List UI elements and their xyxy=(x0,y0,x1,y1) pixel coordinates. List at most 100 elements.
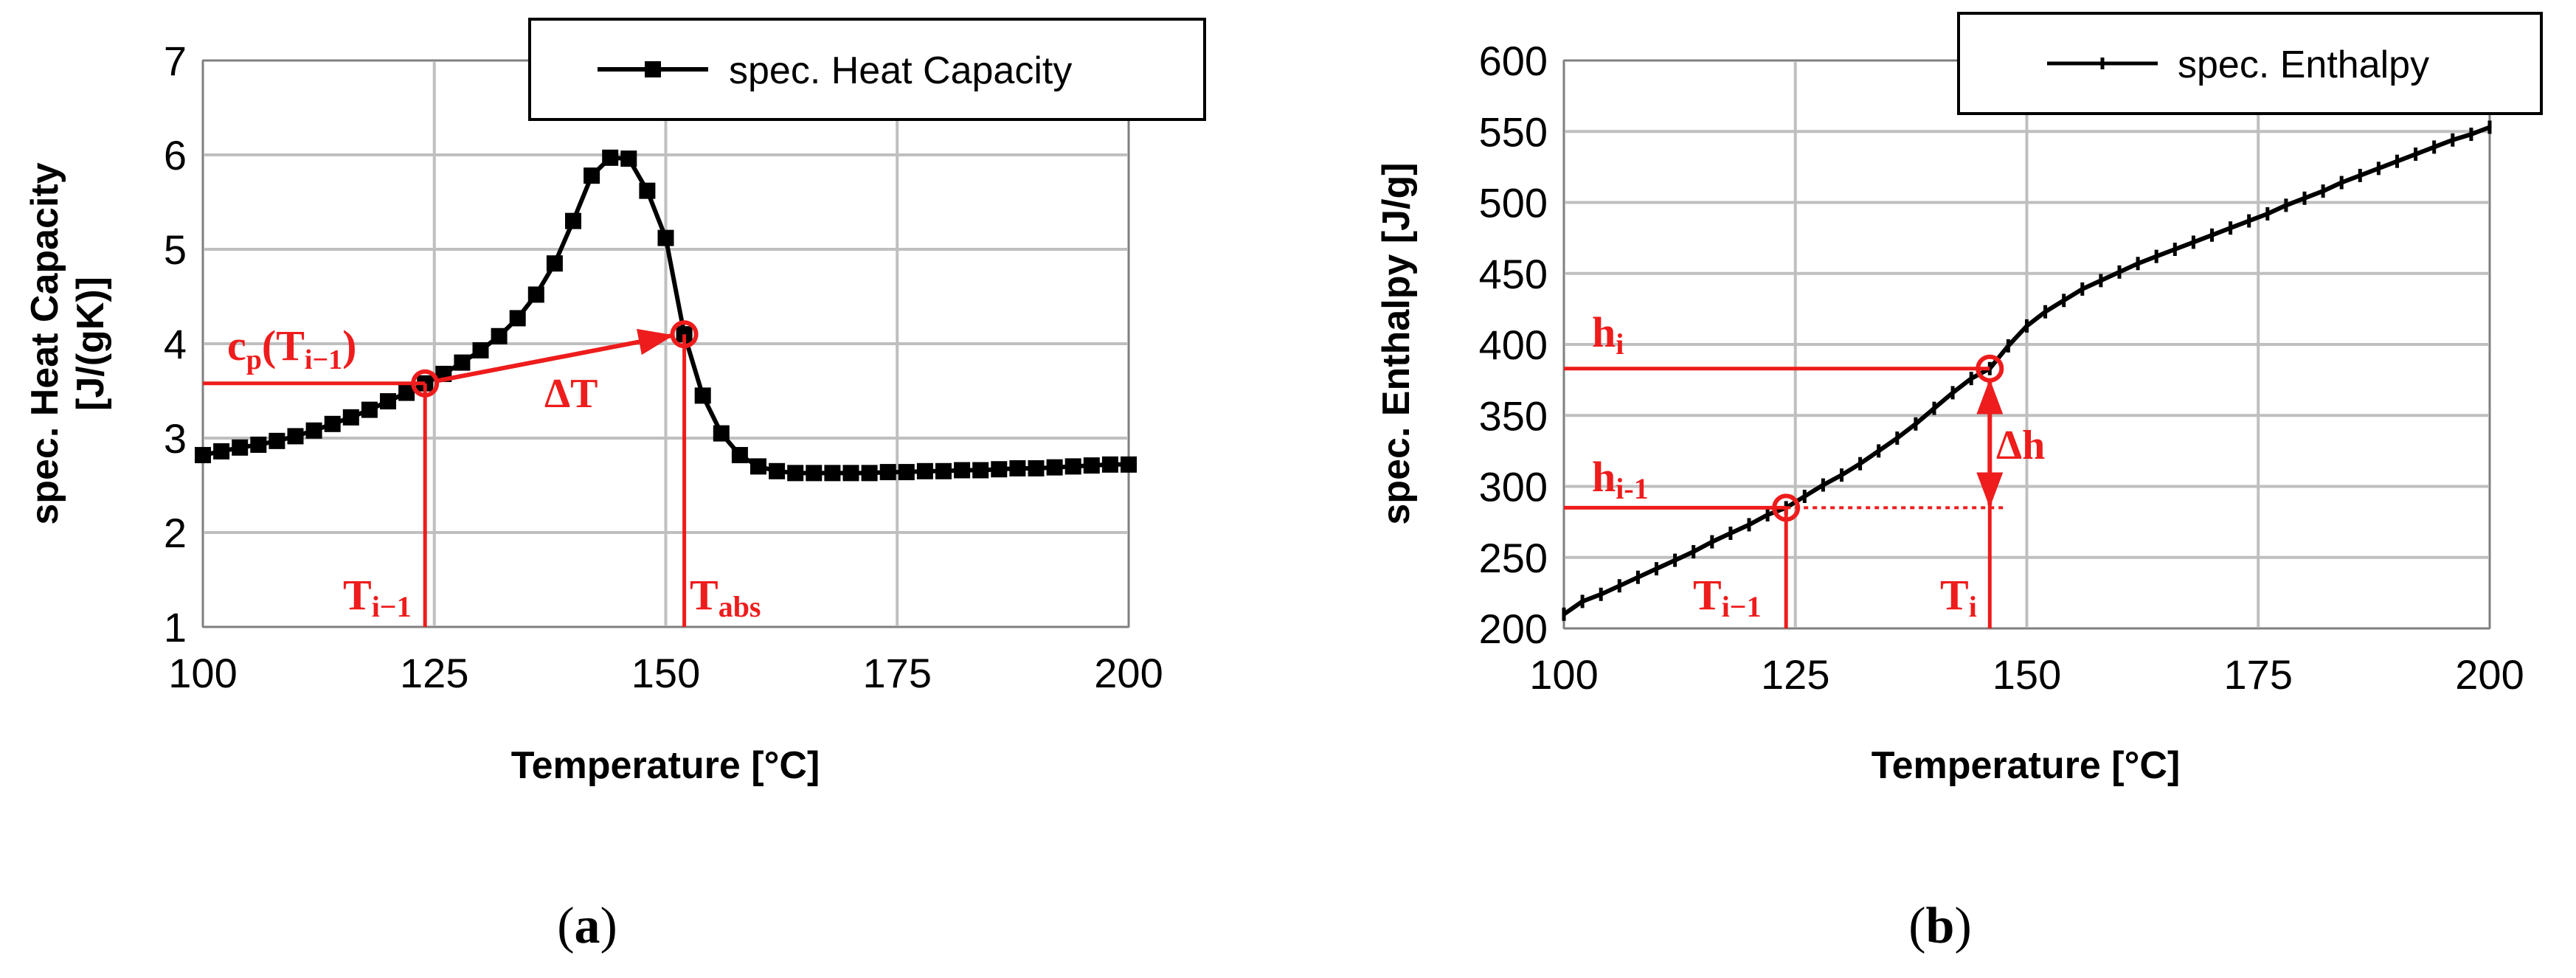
t-prev-sub-b: i−1 xyxy=(1722,590,1762,623)
y-ticks-b: 200 250 300 350 400 450 500 550 600 xyxy=(1479,38,1548,652)
y-tick-label: 250 xyxy=(1479,535,1548,581)
t-abs-sub: abs xyxy=(719,590,761,623)
y-tick-label: 7 xyxy=(164,38,187,84)
data-point xyxy=(806,465,823,482)
data-point xyxy=(232,439,249,456)
t-abs-label: Tabs xyxy=(690,571,761,623)
grid-b xyxy=(1562,59,2491,630)
data-point xyxy=(713,425,730,442)
cp-point-circle xyxy=(411,369,440,398)
data-point xyxy=(1064,458,1081,475)
series-b xyxy=(1562,120,2492,621)
x-tick-label: 175 xyxy=(863,650,932,696)
y-ticks-a: 1 2 3 4 5 6 7 xyxy=(164,38,187,651)
data-point xyxy=(898,464,915,481)
data-point xyxy=(527,286,544,303)
x-tick-label: 100 xyxy=(168,650,237,696)
chart-a: 1 2 3 4 5 6 7 100 125 150 175 200 spec. Heat Capac… xyxy=(24,18,1206,954)
legend-label-b: spec. Enthalpy xyxy=(2178,44,2429,86)
data-point xyxy=(584,167,600,184)
y-tick-label: 550 xyxy=(1479,108,1548,155)
y-tick-label: 3 xyxy=(164,415,187,462)
data-point xyxy=(769,462,786,479)
x-axis-title-b: Temperature [°C] xyxy=(1872,744,2181,787)
data-point xyxy=(269,432,285,449)
y-tick-label: 4 xyxy=(164,321,187,367)
t-prev-label-a: Ti−1 xyxy=(343,571,412,623)
y-tick-label: 500 xyxy=(1479,180,1548,226)
delta-t-label: ΔT xyxy=(544,371,598,417)
h-prev-label: hi-1 xyxy=(1592,453,1649,505)
x-tick-label: 100 xyxy=(1529,651,1598,698)
data-point xyxy=(694,387,711,404)
caption-a: (a) xyxy=(557,898,617,954)
data-point xyxy=(472,341,489,358)
series-a xyxy=(195,149,1137,482)
t-i-label: Ti xyxy=(1940,571,1977,623)
y-tick-label: 350 xyxy=(1479,392,1548,439)
t-prev-base-b: T xyxy=(1693,571,1722,619)
x-tick-label: 150 xyxy=(631,650,700,696)
cp-label: cp(Ti−1) xyxy=(227,322,356,375)
y-tick-label: 1 xyxy=(164,604,187,651)
data-point xyxy=(305,422,322,439)
data-point xyxy=(639,182,656,199)
data-point xyxy=(824,465,841,482)
y-tick-label: 400 xyxy=(1479,322,1548,368)
x-tick-label: 200 xyxy=(1094,650,1163,696)
data-point xyxy=(731,447,748,464)
x-ticks-a: 100 125 150 175 200 xyxy=(168,650,1163,696)
y-axis-title-a-line2: [J/(gK)] xyxy=(69,277,112,411)
data-point xyxy=(380,393,396,410)
data-point xyxy=(509,310,526,327)
cp-label-base: c xyxy=(227,322,246,370)
legend-label-a: spec. Heat Capacity xyxy=(729,49,1072,92)
data-point xyxy=(1046,459,1063,476)
data-point xyxy=(787,465,804,482)
cp-label-close: ) xyxy=(342,322,356,370)
caption-a-open: ( xyxy=(557,898,574,954)
data-point xyxy=(861,465,878,482)
y-tick-label: 600 xyxy=(1479,38,1548,84)
legend-a: spec. Heat Capacity xyxy=(528,18,1206,121)
caption-b-open: ( xyxy=(1908,898,1925,954)
t-prev-base-a: T xyxy=(343,571,372,619)
data-point xyxy=(1121,456,1137,473)
data-point xyxy=(1028,459,1045,476)
y-tick-label: 5 xyxy=(164,226,187,273)
caption-a-close: ) xyxy=(600,898,617,954)
data-point xyxy=(342,409,359,426)
data-point xyxy=(398,384,415,401)
data-point xyxy=(454,354,471,371)
h-i-point-circle xyxy=(1976,354,2004,383)
data-point xyxy=(565,212,581,229)
cp-label-open: (T xyxy=(262,322,305,370)
data-point xyxy=(842,465,859,482)
data-point xyxy=(1101,456,1118,473)
legend-swatch-marker-a xyxy=(645,61,661,77)
caption-b-letter: b xyxy=(1926,898,1955,954)
chart-b: 200 250 300 350 400 450 500 550 600 100 125 150 175… xyxy=(1375,12,2543,954)
legend-box-a xyxy=(528,18,1206,121)
t-i-sub: i xyxy=(1969,590,1977,623)
data-point xyxy=(972,462,989,479)
data-point xyxy=(1009,459,1026,476)
x-tick-label: 150 xyxy=(1992,651,2061,698)
y-axis-title-a-line1: spec. Heat Capacity xyxy=(24,162,66,524)
data-point xyxy=(491,327,508,344)
data-point xyxy=(750,458,766,475)
data-point xyxy=(324,415,341,432)
caption-a-letter: a xyxy=(575,898,600,954)
h-prev-base: h xyxy=(1592,453,1616,501)
x-tick-label: 125 xyxy=(1761,651,1829,698)
x-ticks-b: 100 125 150 175 200 xyxy=(1529,651,2524,698)
y-tick-label: 450 xyxy=(1479,251,1548,297)
annotations-a: cp(Ti−1) ΔT Ti−1 Tabs xyxy=(203,320,761,627)
y-axis-title-b: spec. Enthalpy [J/g] xyxy=(1375,162,1418,524)
data-point xyxy=(954,462,971,479)
data-point xyxy=(213,443,230,459)
x-tick-label: 125 xyxy=(400,650,468,696)
annotations-b: hi hi-1 Δh Ti−1 Ti xyxy=(1564,308,2045,628)
data-point xyxy=(916,462,933,479)
data-point xyxy=(657,229,674,246)
